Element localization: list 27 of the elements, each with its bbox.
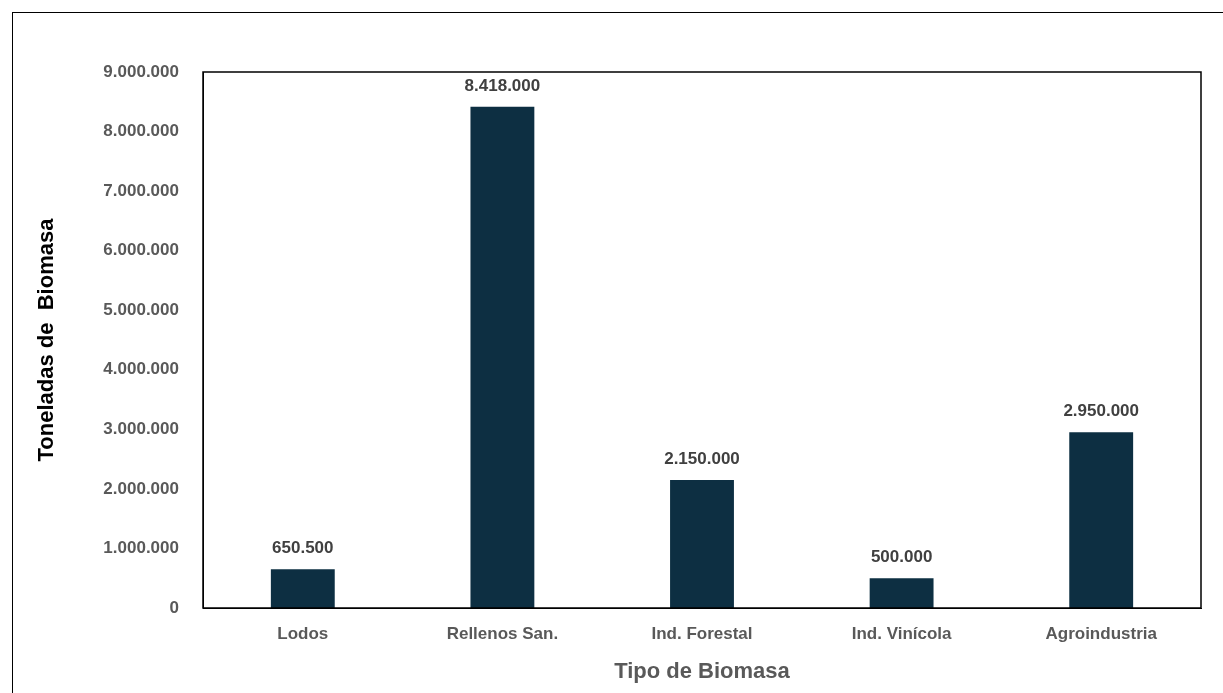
x-tick-label: Ind. Forestal	[651, 623, 753, 643]
y-tick-label: 1.000.000	[103, 538, 179, 558]
x-tick-label: Agroindustria	[1045, 623, 1158, 643]
x-axis-title: Tipo de Biomasa	[614, 657, 791, 683]
y-tick-label: 3.000.000	[103, 419, 179, 439]
y-tick-label: 5.000.000	[103, 299, 179, 319]
bar	[869, 578, 934, 608]
data-label: 2.950.000	[1063, 401, 1140, 421]
data-label: 8.418.000	[464, 75, 541, 95]
x-tick-label: Rellenos San.	[446, 623, 559, 643]
y-tick-label: 6.000.000	[103, 240, 179, 260]
y-tick-label: 2.000.000	[103, 478, 179, 498]
y-axis-title: Toneladas de Biomasa	[33, 217, 59, 462]
bar	[270, 569, 335, 608]
y-tick-label: 7.000.000	[103, 180, 179, 200]
x-tick-label: Lodos	[277, 623, 329, 643]
y-tick-label: 9.000.000	[103, 61, 179, 81]
bar	[1069, 432, 1134, 608]
y-tick-label: 8.000.000	[103, 121, 179, 141]
data-label: 2.150.000	[664, 449, 740, 469]
y-tick-label: 4.000.000	[103, 359, 179, 379]
bar	[470, 106, 535, 608]
x-tick-label: Ind. Vinícola	[851, 623, 953, 643]
bar	[670, 479, 734, 608]
y-tick-label: 0	[169, 597, 179, 617]
data-label: 500.000	[870, 547, 933, 567]
data-label: 650.500	[272, 538, 334, 558]
